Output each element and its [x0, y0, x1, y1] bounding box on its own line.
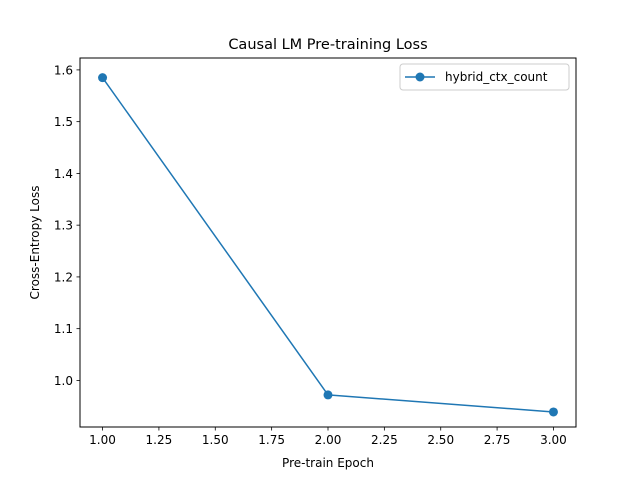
x-tick-label: 1.75: [258, 433, 285, 447]
x-ticks: 1.00 1.25 1.50 1.75 2.00 2.25 2.50 2.75 3.00: [89, 427, 567, 447]
x-tick-label: 3.00: [540, 433, 567, 447]
y-axis-label: Cross-Entropy Loss: [28, 186, 42, 300]
plot-series: [98, 73, 558, 417]
x-tick-label: 2.75: [484, 433, 511, 447]
y-tick-label: 1.3: [54, 219, 73, 233]
y-tick-label: 1.4: [54, 167, 73, 181]
y-tick-label: 1.0: [54, 374, 73, 388]
data-point: [323, 390, 333, 400]
y-tick-label: 1.2: [54, 270, 73, 284]
x-tick-label: 1.25: [146, 433, 173, 447]
x-tick-label: 1.50: [202, 433, 229, 447]
chart-title: Causal LM Pre-training Loss: [228, 37, 427, 53]
legend: hybrid_ctx_count: [399, 63, 570, 91]
legend-box: [399, 63, 570, 91]
y-tick-label: 1.5: [54, 115, 73, 129]
y-tick-label: 1.6: [54, 63, 73, 77]
legend-marker-sample: [415, 72, 425, 82]
x-tick-label: 2.25: [371, 433, 398, 447]
x-tick-label: 1.00: [89, 433, 116, 447]
x-tick-label: 2.50: [427, 433, 454, 447]
x-axis-label: Pre-train Epoch: [282, 456, 374, 470]
y-ticks: 1.0 1.1 1.2 1.3 1.4 1.5 1.6: [54, 63, 80, 388]
x-tick-label: 2.00: [315, 433, 342, 447]
y-tick-label: 1.1: [54, 322, 73, 336]
plot-area-frame: [79, 57, 577, 428]
data-point: [548, 407, 558, 417]
data-point: [98, 73, 108, 83]
legend-label: hybrid_ctx_count: [445, 70, 548, 84]
